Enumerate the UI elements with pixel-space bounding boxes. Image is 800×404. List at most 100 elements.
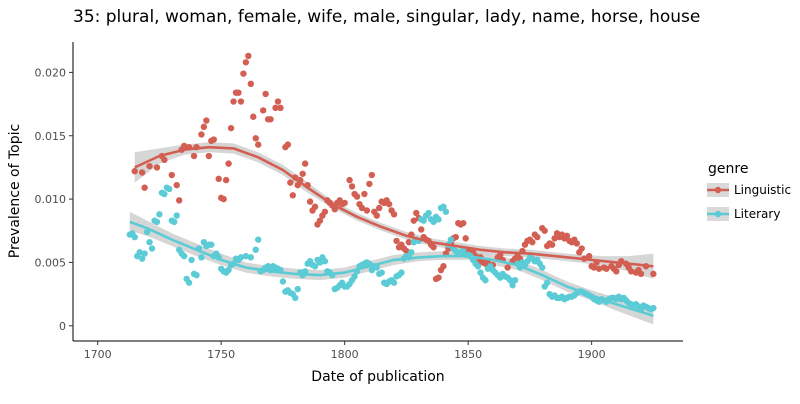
plot-area <box>126 52 657 325</box>
data-point <box>650 270 657 278</box>
y-tick-label: 0.020 <box>35 66 67 79</box>
data-point <box>613 268 620 275</box>
data-point <box>442 208 450 215</box>
data-point <box>316 217 324 224</box>
data-point <box>180 252 188 260</box>
legend-title: genre <box>708 161 748 177</box>
y-tick-label: 0.005 <box>35 256 67 269</box>
axes: 1700 1750 1800 1850 1900 0 0.005 0.010 0.015 0.02… <box>35 42 683 361</box>
y-axis-title: Prevalence of Topic <box>7 124 23 258</box>
data-point <box>321 208 329 215</box>
data-point <box>227 124 235 132</box>
data-point <box>506 276 514 284</box>
data-point <box>277 104 284 112</box>
data-point <box>131 168 138 175</box>
data-point <box>551 235 558 242</box>
data-point <box>563 232 571 240</box>
data-point <box>373 212 380 219</box>
data-point <box>385 200 393 208</box>
data-point <box>410 217 418 224</box>
y-tick-label: 0.015 <box>35 130 67 143</box>
data-point <box>274 98 282 105</box>
data-point <box>462 235 469 242</box>
data-point <box>210 136 217 143</box>
data-point <box>348 183 356 190</box>
x-tick-label: 1850 <box>454 348 482 361</box>
data-point <box>408 249 415 256</box>
data-point <box>346 176 353 184</box>
x-tick-label: 1900 <box>578 348 606 361</box>
data-point <box>306 198 314 205</box>
data-point <box>215 175 222 183</box>
data-point <box>143 228 151 236</box>
data-point <box>138 169 146 176</box>
data-point <box>289 192 296 199</box>
data-point <box>435 216 442 223</box>
data-point <box>203 117 210 124</box>
data-point <box>141 250 148 257</box>
data-point <box>301 268 309 275</box>
data-point <box>403 247 410 255</box>
data-point <box>208 241 215 248</box>
data-point <box>539 264 546 271</box>
data-point <box>363 207 371 214</box>
data-point <box>171 218 178 226</box>
data-point <box>262 90 269 98</box>
data-point <box>237 254 245 261</box>
data-point <box>578 245 585 252</box>
data-point <box>245 52 252 60</box>
x-tick-label: 1750 <box>207 348 235 361</box>
data-point <box>440 203 447 210</box>
data-point <box>418 226 425 233</box>
data-point <box>161 190 168 198</box>
data-point <box>311 203 319 210</box>
data-point <box>156 211 163 218</box>
data-point <box>534 233 541 241</box>
data-point <box>452 233 459 241</box>
data-point <box>173 181 180 189</box>
data-point <box>474 263 482 270</box>
data-point <box>198 131 205 138</box>
data-point <box>188 256 195 264</box>
data-point <box>316 259 324 266</box>
data-point <box>138 255 146 262</box>
trend-line-linguistic <box>134 145 654 268</box>
data-point <box>225 160 232 167</box>
data-point <box>200 123 208 131</box>
trend-line-literary <box>129 220 654 317</box>
legend-item-linguistic: Linguistic <box>707 183 791 197</box>
data-point <box>430 244 437 251</box>
data-point <box>509 282 516 289</box>
data-point <box>504 264 511 271</box>
data-point <box>259 107 267 114</box>
data-point <box>311 263 319 270</box>
data-point <box>247 254 255 261</box>
data-point <box>299 170 306 177</box>
data-point <box>543 279 551 286</box>
series-points-linguistic <box>131 52 657 283</box>
data-point <box>141 184 148 191</box>
data-point <box>168 171 175 179</box>
data-point <box>405 238 413 246</box>
data-point <box>368 171 376 179</box>
data-point <box>529 238 536 246</box>
data-point <box>378 269 385 276</box>
data-point <box>477 269 484 276</box>
data-point <box>240 70 247 77</box>
data-point <box>430 218 437 226</box>
data-point <box>482 276 489 284</box>
data-point <box>341 199 348 207</box>
y-tick-label: 0.010 <box>35 193 67 206</box>
data-point <box>242 252 250 260</box>
data-point <box>252 246 259 253</box>
data-point <box>279 278 287 285</box>
data-point <box>294 181 301 189</box>
data-point <box>252 135 259 142</box>
data-point <box>440 263 447 270</box>
data-point <box>590 264 598 271</box>
legend-marker <box>714 186 722 194</box>
confidence-band-literary <box>129 211 654 325</box>
data-point <box>255 236 262 243</box>
